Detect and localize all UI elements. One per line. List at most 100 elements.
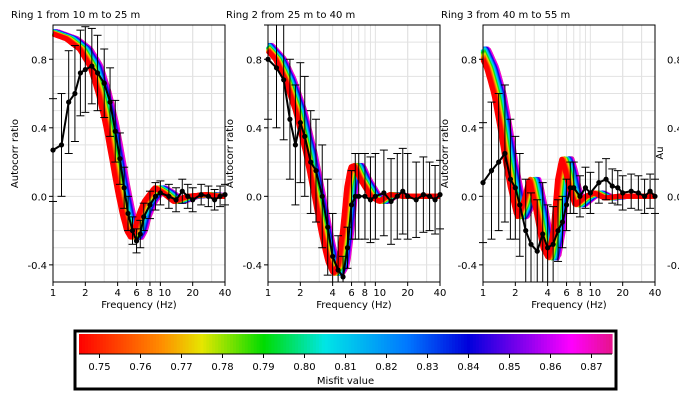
observed-point xyxy=(528,241,534,247)
colorbar-swatch xyxy=(422,334,427,354)
colorbar-swatch xyxy=(460,334,465,354)
colorbar-swatch xyxy=(265,334,270,354)
x-tick-label: 1 xyxy=(480,288,486,299)
colorbar-swatch xyxy=(564,334,569,354)
colorbar-swatch xyxy=(161,334,166,354)
x-tick-label: 10 xyxy=(373,288,386,299)
observed-point xyxy=(432,197,438,203)
observed-point xyxy=(381,190,387,196)
colorbar-swatch xyxy=(600,334,604,354)
colorbar-swatch xyxy=(475,334,480,354)
colorbar-swatch xyxy=(150,334,154,354)
observed-point xyxy=(205,193,211,199)
colorbar-swatch xyxy=(321,334,326,354)
ring-panel-2: -0.4 0.0 0.4 0.8 1 2 4 6 8 10 20 40 Ring 2 from 25 m… xyxy=(225,10,446,311)
observed-point xyxy=(198,192,204,198)
colorbar-swatch xyxy=(366,334,370,354)
observed-point xyxy=(388,198,394,205)
colorbar-swatch xyxy=(301,334,305,354)
observed-point xyxy=(77,70,84,76)
colorbar-swatch xyxy=(277,334,281,354)
x-tick-label: 20 xyxy=(616,288,629,299)
colorbar-swatch xyxy=(79,334,83,354)
y-tick-label: 0.0 xyxy=(31,192,47,203)
colorbar-swatch xyxy=(309,334,314,354)
colorbar-swatch xyxy=(129,334,133,354)
colorbar-tick-label: 0.85 xyxy=(498,362,520,373)
model-curve xyxy=(51,31,227,240)
colorbar-swatch xyxy=(431,334,435,354)
colorbar-swatch xyxy=(271,334,276,354)
colorbar-swatch xyxy=(262,334,267,354)
colorbar-swatch xyxy=(443,334,447,354)
colorbar-swatch xyxy=(227,334,231,354)
colorbar-swatch xyxy=(455,334,459,354)
colorbar-swatch xyxy=(573,334,578,354)
colorbar-swatch xyxy=(594,334,598,354)
observed-point xyxy=(362,193,368,199)
colorbar-swatch xyxy=(502,334,506,354)
colorbar-swatch xyxy=(579,334,583,354)
colorbar-swatch xyxy=(369,334,373,354)
colorbar-tick-label: 0.84 xyxy=(457,362,479,373)
colorbar-swatch xyxy=(354,334,358,354)
colorbar-swatch xyxy=(437,334,441,354)
colorbar-swatch xyxy=(170,334,175,354)
colorbar-swatch xyxy=(135,334,139,354)
observed-point xyxy=(292,142,299,148)
observed-point xyxy=(137,231,143,237)
colorbar-swatch xyxy=(283,334,287,354)
colorbar-swatch xyxy=(144,334,148,354)
colorbar-swatch xyxy=(307,334,311,354)
colorbar-swatch xyxy=(182,334,187,354)
observed-point xyxy=(89,63,95,69)
observed-point xyxy=(587,190,593,196)
colorbar-swatch xyxy=(452,334,456,354)
colorbar-swatch xyxy=(197,334,201,354)
x-tick-label: 8 xyxy=(362,288,368,299)
partial-y-tick-label: -0.4 xyxy=(667,261,679,272)
colorbar-swatch xyxy=(469,334,474,354)
colorbar-swatch xyxy=(114,334,119,354)
colorbar-swatch xyxy=(330,334,335,354)
colorbar-tick-label: 0.76 xyxy=(129,362,151,373)
x-tick-label: 40 xyxy=(649,288,662,299)
colorbar-swatch xyxy=(289,334,293,354)
observed-point xyxy=(185,193,191,199)
plot-frame xyxy=(52,24,226,283)
colorbar-swatch xyxy=(87,334,92,354)
colorbar-swatch xyxy=(108,334,113,354)
colorbar-swatch xyxy=(357,334,361,354)
observed-point xyxy=(125,210,131,217)
observed-point xyxy=(356,193,362,199)
colorbar-swatch xyxy=(484,334,489,354)
colorbar-tick-label: 0.80 xyxy=(293,362,315,373)
colorbar-swatch xyxy=(179,334,184,354)
colorbar-swatch xyxy=(147,334,151,354)
colorbar-swatch xyxy=(386,334,391,354)
colorbar-swatch xyxy=(99,334,104,354)
colorbar-swatch xyxy=(416,334,421,354)
colorbar-swatch xyxy=(440,334,444,354)
colorbar-swatch xyxy=(206,334,210,354)
colorbar-swatch xyxy=(561,334,566,354)
observed-point xyxy=(313,168,319,174)
colorbar-swatch xyxy=(191,334,196,354)
colorbar-swatch xyxy=(555,334,560,354)
observed-point xyxy=(147,202,153,208)
colorbar-swatch xyxy=(188,334,193,354)
colorbar-swatch xyxy=(158,334,163,354)
colorbar-swatch xyxy=(425,334,430,354)
observed-point xyxy=(112,128,118,134)
colorbar-swatch xyxy=(487,334,492,354)
observed-point xyxy=(571,185,577,191)
colorbar-swatch xyxy=(526,334,530,354)
observed-point xyxy=(609,183,615,189)
colorbar-swatch xyxy=(235,334,240,354)
colorbar-swatch xyxy=(505,334,509,354)
observed-point xyxy=(133,238,140,244)
observed-point xyxy=(190,197,196,203)
observed-point xyxy=(367,197,374,203)
colorbar-swatch xyxy=(609,334,613,354)
colorbar-swatch xyxy=(446,334,450,354)
